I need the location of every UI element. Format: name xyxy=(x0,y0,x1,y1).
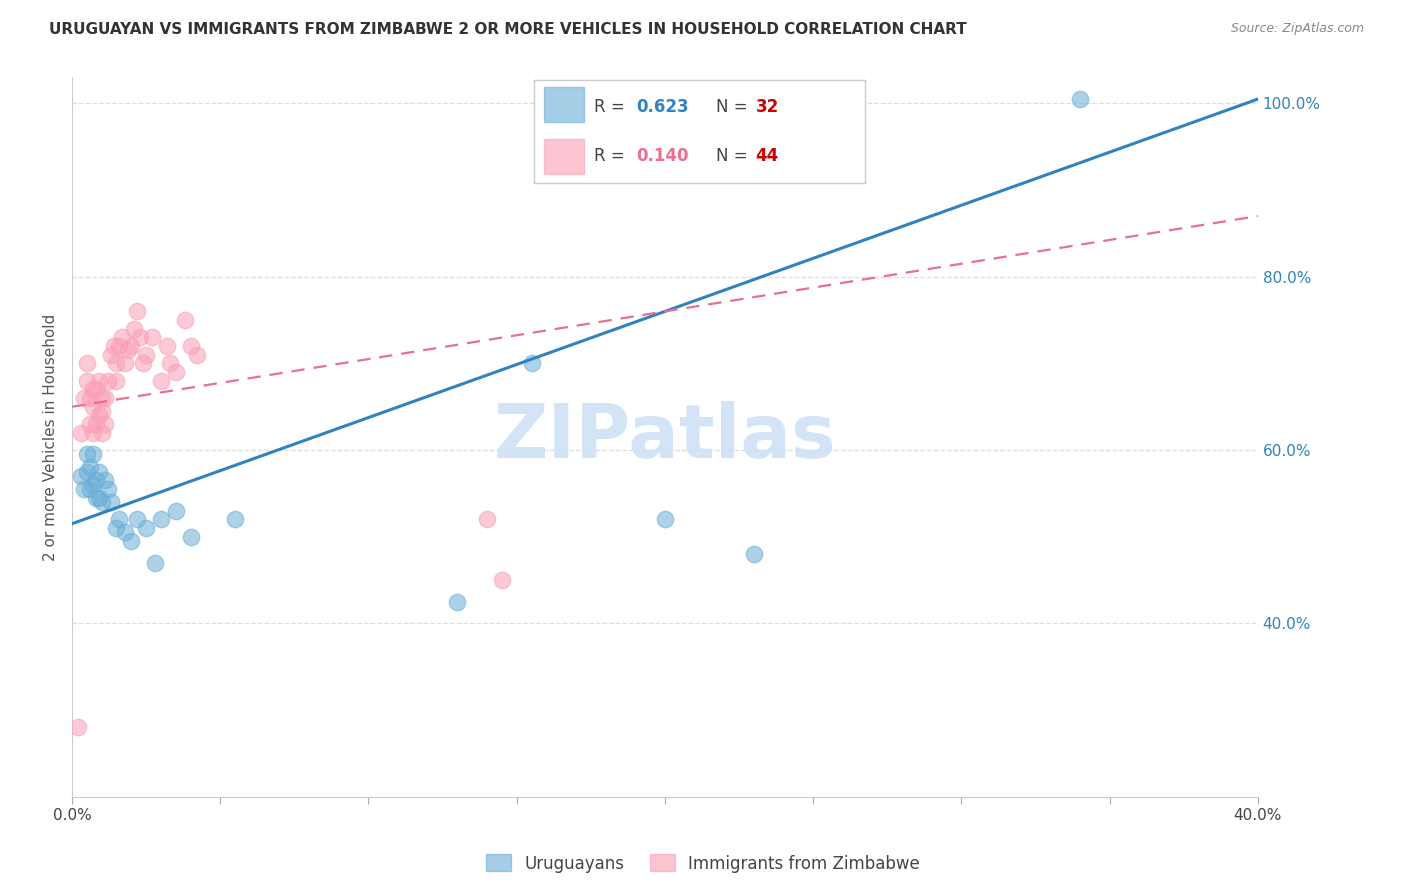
Legend: Uruguayans, Immigrants from Zimbabwe: Uruguayans, Immigrants from Zimbabwe xyxy=(479,847,927,880)
Point xyxy=(73,391,96,405)
Point xyxy=(165,365,187,379)
Point xyxy=(87,465,110,479)
FancyBboxPatch shape xyxy=(544,87,583,122)
Point xyxy=(84,383,107,397)
Point xyxy=(114,356,136,370)
Point xyxy=(143,556,166,570)
Point xyxy=(90,425,112,440)
Point xyxy=(79,482,101,496)
Point xyxy=(84,417,107,431)
Text: N =: N = xyxy=(716,147,752,165)
Point xyxy=(70,469,93,483)
Text: 32: 32 xyxy=(755,98,779,116)
Point xyxy=(105,374,128,388)
Point xyxy=(491,573,513,587)
Point xyxy=(97,374,120,388)
Point xyxy=(127,304,149,318)
Point xyxy=(156,339,179,353)
Point xyxy=(79,391,101,405)
Point xyxy=(1069,92,1091,106)
Point xyxy=(76,374,98,388)
Point xyxy=(70,425,93,440)
Point xyxy=(76,465,98,479)
Point xyxy=(149,512,172,526)
Point xyxy=(93,417,115,431)
Text: R =: R = xyxy=(593,98,630,116)
Point xyxy=(127,512,149,526)
Point xyxy=(82,447,104,461)
Point xyxy=(742,547,765,561)
Point xyxy=(84,491,107,505)
Point xyxy=(149,374,172,388)
Point xyxy=(132,356,155,370)
Point xyxy=(93,474,115,488)
Point xyxy=(129,330,152,344)
Point xyxy=(159,356,181,370)
Point xyxy=(103,339,125,353)
Point xyxy=(108,339,131,353)
Point xyxy=(79,460,101,475)
Point xyxy=(100,348,122,362)
Point xyxy=(475,512,498,526)
Point xyxy=(654,512,676,526)
Point xyxy=(173,313,195,327)
Point xyxy=(224,512,246,526)
Point xyxy=(122,322,145,336)
Point xyxy=(97,482,120,496)
Point xyxy=(90,404,112,418)
Point xyxy=(520,356,543,370)
Point xyxy=(82,400,104,414)
Point xyxy=(141,330,163,344)
Point xyxy=(135,348,157,362)
Point xyxy=(82,425,104,440)
Point xyxy=(87,491,110,505)
Point xyxy=(117,343,139,358)
Point xyxy=(108,512,131,526)
Point xyxy=(90,495,112,509)
Point xyxy=(120,534,142,549)
Point xyxy=(180,530,202,544)
FancyBboxPatch shape xyxy=(544,139,583,174)
Point xyxy=(165,504,187,518)
Text: R =: R = xyxy=(593,147,630,165)
Point xyxy=(114,525,136,540)
Point xyxy=(105,521,128,535)
Text: URUGUAYAN VS IMMIGRANTS FROM ZIMBABWE 2 OR MORE VEHICLES IN HOUSEHOLD CORRELATIO: URUGUAYAN VS IMMIGRANTS FROM ZIMBABWE 2 … xyxy=(49,22,967,37)
Point xyxy=(87,409,110,423)
Point xyxy=(90,391,112,405)
Point xyxy=(180,339,202,353)
Text: Source: ZipAtlas.com: Source: ZipAtlas.com xyxy=(1230,22,1364,36)
Point xyxy=(84,474,107,488)
Point xyxy=(100,495,122,509)
Point xyxy=(76,356,98,370)
Point xyxy=(120,339,142,353)
Point xyxy=(93,391,115,405)
Text: N =: N = xyxy=(716,98,752,116)
Point xyxy=(111,330,134,344)
Point xyxy=(87,374,110,388)
Point xyxy=(82,383,104,397)
Point xyxy=(73,482,96,496)
Y-axis label: 2 or more Vehicles in Household: 2 or more Vehicles in Household xyxy=(44,313,58,561)
Text: 44: 44 xyxy=(755,147,779,165)
Text: ZIPatlas: ZIPatlas xyxy=(494,401,837,474)
Point xyxy=(135,521,157,535)
Point xyxy=(82,477,104,491)
Point xyxy=(66,720,89,734)
Point xyxy=(79,417,101,431)
Text: 0.623: 0.623 xyxy=(637,98,689,116)
Point xyxy=(76,447,98,461)
Point xyxy=(186,348,208,362)
Point xyxy=(105,356,128,370)
Point xyxy=(446,595,468,609)
Text: 0.140: 0.140 xyxy=(637,147,689,165)
